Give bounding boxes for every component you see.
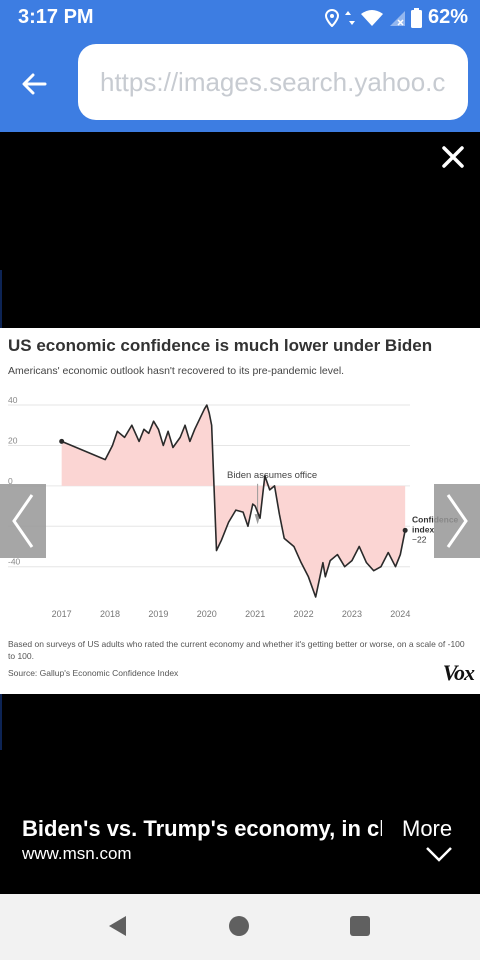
chart-source: Source: Gallup's Economic Confidence Ind… xyxy=(8,668,179,678)
signal-icon xyxy=(389,10,405,26)
nav-back-icon[interactable] xyxy=(106,914,130,938)
x-tick-label: 2019 xyxy=(148,609,168,619)
next-image-button[interactable] xyxy=(434,484,480,558)
vox-logo: Vox xyxy=(442,660,475,685)
x-tick-label: 2018 xyxy=(100,609,120,619)
x-tick-label: 2024 xyxy=(390,609,410,619)
chevron-left-icon xyxy=(12,494,34,548)
back-button[interactable] xyxy=(14,64,54,104)
end-label-line: −22 xyxy=(412,534,427,544)
more-button[interactable]: More xyxy=(402,816,453,841)
x-tick-label: 2023 xyxy=(342,609,362,619)
chart-title: US economic confidence is much lower und… xyxy=(8,336,433,355)
location-icon xyxy=(324,8,339,27)
status-icons: 62% xyxy=(324,6,468,29)
y-tick-label: -40 xyxy=(8,557,21,567)
y-tick-label: 40 xyxy=(8,395,18,405)
wifi-icon xyxy=(360,9,383,26)
more-chevron-button[interactable] xyxy=(424,844,454,864)
image-viewer: US economic confidence is much lower und… xyxy=(0,132,480,894)
battery-percent: 62% xyxy=(427,6,468,28)
end-label-line: index xyxy=(412,524,434,534)
shade-region-bound xyxy=(62,401,214,597)
arrow-left-icon xyxy=(22,73,47,95)
x-tick-label: 2021 xyxy=(245,609,265,619)
start-point xyxy=(59,438,65,444)
chart-image: US economic confidence is much lower und… xyxy=(0,328,480,694)
battery-icon xyxy=(410,7,422,28)
nav-home-icon[interactable] xyxy=(229,916,249,936)
url-field[interactable] xyxy=(78,44,468,120)
system-nav-bar xyxy=(0,894,480,960)
status-time: 3:17 PM xyxy=(18,6,94,28)
caption-domain[interactable]: www.msn.com xyxy=(22,844,132,863)
chevron-down-icon xyxy=(426,847,452,862)
x-tick-label: 2022 xyxy=(294,609,314,619)
status-bar: 3:17 PM 62% xyxy=(0,0,480,36)
y-tick-label: 0 xyxy=(8,476,13,486)
x-tick-label: 2017 xyxy=(52,609,72,619)
shade-area xyxy=(61,405,406,597)
biden-annotation: Biden assumes office xyxy=(227,470,317,481)
y-tick-label: 20 xyxy=(8,435,18,445)
chart-footnote: Based on surveys of US adults who rated … xyxy=(8,639,465,661)
data-arrows-icon xyxy=(344,10,355,25)
close-icon xyxy=(442,146,464,168)
previous-image-button[interactable] xyxy=(0,484,46,558)
end-point xyxy=(402,527,408,533)
confidence-line xyxy=(61,404,406,598)
x-tick-label: 2020 xyxy=(197,609,217,619)
chevron-right-icon xyxy=(446,494,468,548)
nav-recents-icon[interactable] xyxy=(350,916,370,936)
close-button[interactable] xyxy=(436,140,470,174)
caption-title[interactable]: Biden's vs. Trump's economy, in charts xyxy=(22,816,382,841)
chart-subtitle: Americans' economic outlook hasn't recov… xyxy=(8,365,345,377)
url-bar xyxy=(0,36,480,132)
